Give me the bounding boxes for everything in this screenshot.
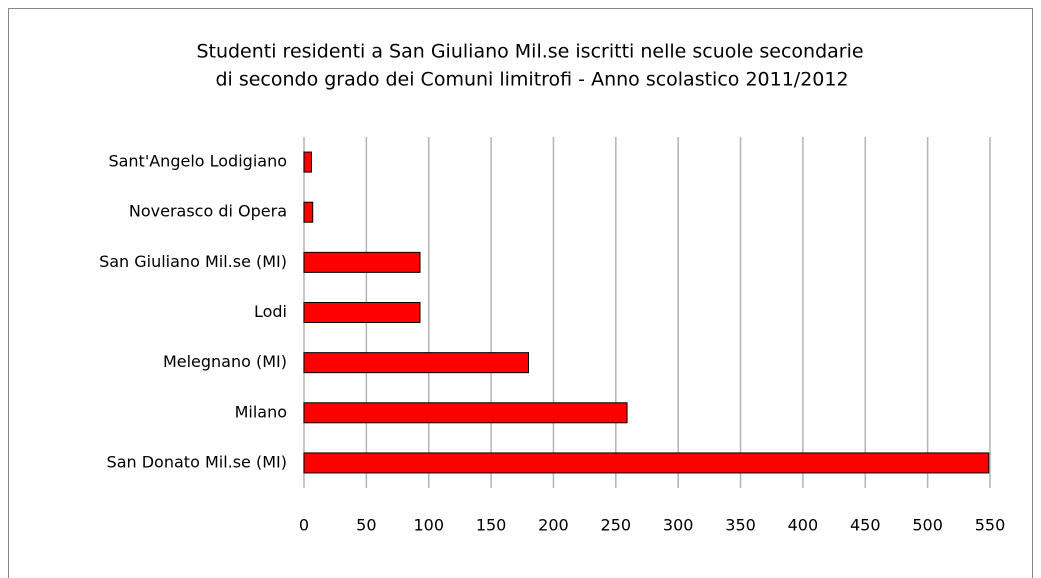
bar <box>303 251 421 273</box>
x-tick-label: 50 <box>356 516 376 535</box>
x-tick-label: 400 <box>788 516 819 535</box>
x-tick-label: 100 <box>413 516 444 535</box>
x-tick-label: 250 <box>601 516 632 535</box>
bar <box>303 151 312 173</box>
bar <box>303 352 530 374</box>
y-tick-label: Lodi <box>254 302 287 321</box>
y-tick-label: Noverasco di Opera <box>129 202 287 221</box>
x-tick-label: 0 <box>299 516 309 535</box>
chart-border <box>8 8 1033 578</box>
x-tick-label: 550 <box>975 516 1006 535</box>
chart-title: di secondo grado dei Comuni limitrofi - … <box>215 69 848 91</box>
x-tick-label: 200 <box>538 516 569 535</box>
bar <box>303 402 628 424</box>
x-tick-label: 350 <box>725 516 756 535</box>
y-tick-label: Melegnano (MI) <box>163 352 287 371</box>
y-tick-label: San Giuliano Mil.se (MI) <box>99 252 287 271</box>
bar <box>303 201 314 223</box>
y-tick-label: Sant'Angelo Lodigiano <box>108 152 287 171</box>
y-tick-label: San Donato Mil.se (MI) <box>107 452 287 471</box>
bar <box>303 452 990 474</box>
x-tick-label: 450 <box>850 516 881 535</box>
bar <box>303 302 421 323</box>
x-tick-label: 150 <box>476 516 507 535</box>
x-tick-label: 300 <box>663 516 694 535</box>
chart-title: Studenti residenti a San Giuliano Mil.se… <box>196 41 863 63</box>
y-tick-label: Milano <box>235 402 287 421</box>
x-tick-label: 500 <box>912 516 943 535</box>
